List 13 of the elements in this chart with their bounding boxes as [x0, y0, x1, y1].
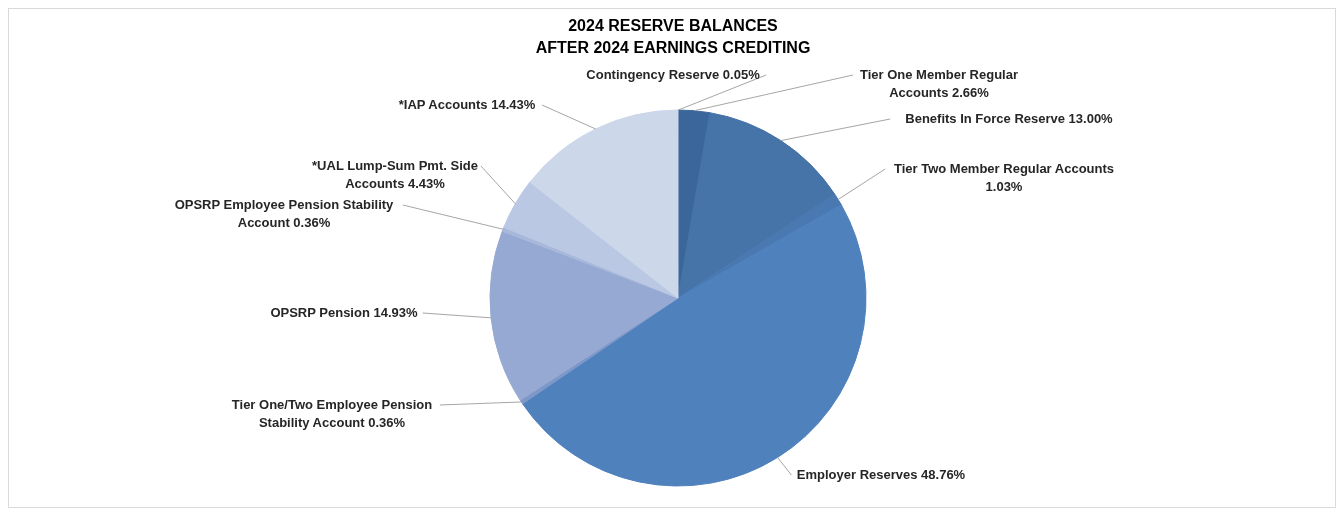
slice-label: OPSRP Employee Pension Stability Account 0.36%: [174, 197, 395, 230]
slice-label: OPSRP Pension 14.93%: [270, 305, 419, 320]
slice-label: Tier One Member Regular Accounts 2.66%: [860, 67, 1018, 100]
slice-label: Contingency Reserve 0.05%: [586, 67, 761, 82]
chart-title: 2024 RESERVE BALANCES: [567, 16, 779, 36]
slice-label: *UAL Lump-Sum Pmt. Side Accounts 4.43%: [312, 158, 478, 191]
data-label: 1.03%: [985, 179, 1023, 194]
chart-subtitle: AFTER 2024 EARNINGS CREDITING: [534, 38, 812, 58]
slice-label: Employer Reserves 48.76%: [796, 467, 966, 482]
slice-label: *IAP Accounts 14.43%: [398, 97, 536, 112]
slice-label: Tier Two Member Regular Accounts: [893, 161, 1115, 176]
slice-label: Tier One/Two Employee Pension Stability Account 0.36%: [231, 397, 433, 430]
slice-label: Benefits In Force Reserve 13.00%: [905, 111, 1114, 126]
